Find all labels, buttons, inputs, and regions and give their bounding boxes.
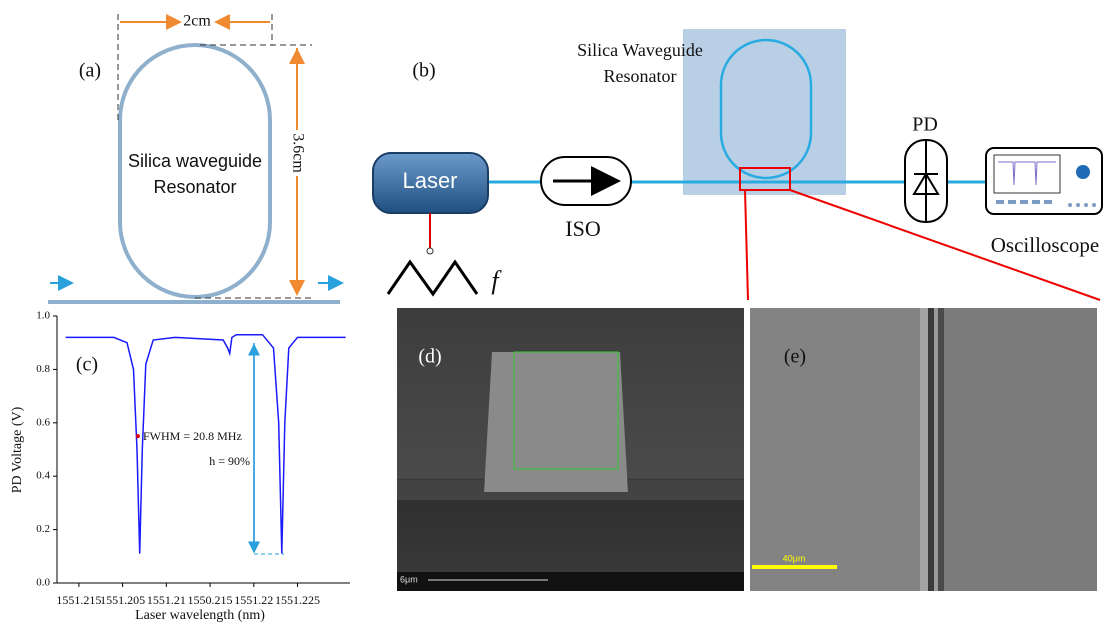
depth-annotation: h = 90% (209, 454, 250, 468)
y-tick-label: 0.0 (36, 577, 50, 589)
zoom-line (745, 190, 748, 300)
width-label: 2cm (183, 13, 211, 30)
x-tick-label: 1551.22 (234, 593, 273, 607)
info-bar (397, 572, 744, 591)
scale-label: 6μm (400, 574, 418, 584)
terminal (427, 248, 433, 254)
panel-a: 2cm 3.6cm Silica waveguide Resonator (a) (48, 13, 342, 302)
spectrum-line (66, 335, 346, 554)
resonator-label: Resonator (604, 66, 677, 86)
modulation-label: f (491, 266, 502, 295)
scale-label: 40μm (783, 553, 806, 563)
y-tick-label: 1.0 (36, 310, 50, 322)
waveguide-edge (928, 308, 934, 591)
fwhm-annotation: FWHM = 20.8 MHz (143, 429, 242, 443)
waveguide-core (484, 352, 628, 492)
y-tick-label: 0.2 (36, 523, 50, 535)
x-tick-label: 1551.225 (275, 593, 320, 607)
triangle-wave (388, 262, 477, 294)
panel-label: (a) (79, 60, 101, 82)
x-tick-label: 1551.215 (56, 593, 101, 607)
resonator-label: Silica waveguide (128, 151, 262, 171)
panel-c: (c) Laser wavelength (nm) PD Voltage (V)… (10, 310, 350, 624)
chip (683, 29, 846, 195)
y-tick-label: 0.8 (36, 363, 50, 375)
resonator-ring (120, 45, 270, 297)
isolator-label: ISO (565, 216, 600, 241)
x-tick-label: 1550.215 (188, 593, 233, 607)
scope-knob (1076, 165, 1090, 179)
detector-label: PD (912, 114, 938, 136)
resonator-label: Silica Waveguide (577, 40, 703, 60)
panel-label: (b) (412, 60, 435, 82)
y-tick-label: 0.4 (36, 470, 50, 482)
x-tick-label: 1551.205 (100, 593, 145, 607)
scope-screen (994, 155, 1060, 193)
panel-label: (c) (76, 354, 98, 376)
x-tick-label: 1551.21 (147, 593, 186, 607)
panel-label: (d) (418, 346, 441, 368)
y-axis-title: PD Voltage (V) (10, 406, 25, 493)
panel-b: (b) Silica Waveguide Resonator Laser f I… (373, 29, 1102, 300)
height-label: 3.6cm (289, 133, 306, 173)
oscilloscope-label: Oscilloscope (991, 233, 1099, 257)
panel-e: 40μm (e) (750, 308, 1097, 591)
y-tick-label: 0.6 (36, 416, 50, 428)
panel-d: 6μm (d) (397, 308, 744, 591)
figure: 2cm 3.6cm Silica waveguide Resonator (a)… (0, 0, 1110, 626)
laser-label: Laser (402, 168, 457, 193)
fwhm-marker (136, 434, 140, 438)
panel-label: (e) (784, 346, 806, 368)
resonator-label: Resonator (153, 177, 236, 197)
x-axis-title: Laser wavelength (nm) (135, 608, 265, 623)
scale-bar (752, 565, 837, 569)
